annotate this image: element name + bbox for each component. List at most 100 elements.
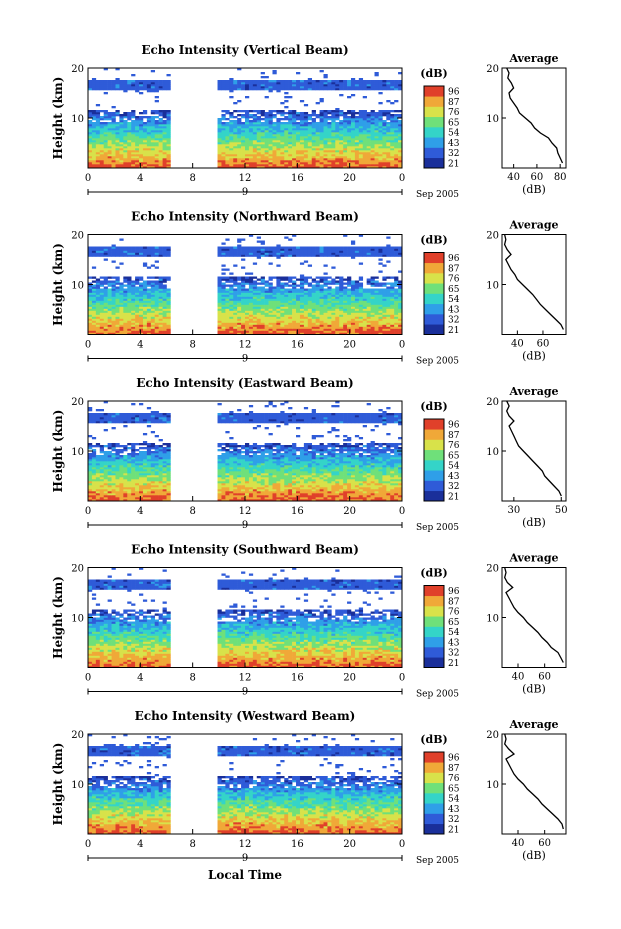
heatmap-cell [260, 72, 265, 75]
heatmap-cell [358, 248, 364, 251]
heatmap-cell [268, 254, 273, 257]
heatmap-cell [99, 499, 104, 502]
colorbar-swatch [424, 86, 444, 97]
heatmap-cell [111, 286, 116, 289]
heatmap-cell [335, 128, 340, 131]
heatmap-cell [394, 148, 399, 151]
heatmap-cell [307, 324, 313, 327]
heatmap-cell [299, 491, 305, 494]
heatmap-cell [307, 134, 313, 137]
heatmap-cell [127, 126, 132, 129]
heatmap-cell [150, 294, 156, 297]
heatmap-cell [146, 150, 152, 153]
heatmap-cell [292, 318, 297, 321]
heatmap-cell [299, 493, 305, 496]
heatmap-cell [303, 304, 309, 307]
heatmap-cell [366, 132, 371, 135]
heatmap-cell [95, 491, 101, 494]
heatmap-cell [299, 150, 305, 153]
heatmap-cell [217, 144, 222, 147]
heatmap-cell [327, 318, 332, 321]
heatmap-cell [299, 158, 305, 161]
heatmap-cell [335, 282, 340, 285]
heatmap-cell [272, 254, 277, 257]
heatmap-cell [292, 142, 297, 145]
heatmap-cell [103, 250, 108, 253]
heatmap-cell [339, 252, 344, 255]
heatmap-cell [276, 499, 281, 502]
heatmap-cell [319, 302, 324, 305]
heatmap-cell [245, 332, 250, 335]
heatmap-cell [366, 140, 371, 143]
heatmap-cell [131, 166, 136, 169]
heatmap-cell [91, 310, 97, 313]
heatmap-cell [139, 154, 144, 157]
heatmap-cell [142, 126, 148, 129]
heatmap-cell [264, 126, 269, 129]
heatmap-cell [280, 332, 285, 335]
heatmap-cell [95, 164, 101, 167]
heatmap-cell [221, 82, 226, 85]
heatmap-cell [339, 158, 344, 161]
heatmap-cell [307, 304, 313, 307]
heatmap-cell [390, 314, 395, 317]
heatmap-cell [139, 138, 144, 141]
heatmap-cell [288, 312, 293, 315]
heatmap-cell [276, 156, 281, 159]
heatmap-cell [127, 132, 132, 135]
heatmap-cell [311, 328, 316, 331]
heatmap-cell [398, 332, 403, 335]
heatmap-cell [288, 322, 293, 325]
heatmap-cell [103, 92, 108, 95]
heatmap-cell [350, 80, 356, 83]
heatmap-cell [315, 128, 320, 131]
heatmap-cell [91, 306, 97, 309]
heatmap-cell [127, 130, 132, 133]
heatmap-cell [158, 250, 163, 253]
heatmap-cell [245, 497, 250, 500]
heatmap-cell [150, 88, 156, 91]
heatmap-cell [233, 162, 238, 165]
heatmap-cell [276, 330, 281, 333]
heatmap-cell [323, 292, 328, 295]
heatmap-cell [354, 88, 360, 91]
heatmap-cell [103, 84, 108, 87]
heatmap-cell [123, 290, 128, 293]
heatmap-cell [139, 124, 144, 127]
heatmap-cell [245, 288, 250, 291]
heatmap-cell [394, 282, 399, 285]
heatmap-cell [370, 150, 375, 153]
heatmap-cell [358, 322, 364, 325]
heatmap-cell [339, 310, 344, 313]
heatmap-cell [331, 495, 336, 498]
heatmap-cell [241, 312, 246, 315]
heatmap-cell [299, 326, 305, 329]
heatmap-cell [225, 126, 230, 129]
heatmap-cell [362, 246, 367, 249]
heatmap-cell [327, 148, 332, 151]
heatmap-cell [162, 144, 167, 147]
heatmap-cell [88, 150, 93, 153]
heatmap-cell [123, 284, 128, 287]
heatmap-cell [307, 128, 313, 131]
heatmap-cell [382, 278, 387, 281]
heatmap-cell [268, 306, 273, 309]
heatmap-cell [335, 493, 340, 496]
heatmap-cell [260, 114, 265, 117]
heatmap-cell [150, 302, 156, 305]
heatmap-cell [370, 300, 375, 303]
heatmap-cell [303, 322, 309, 325]
heatmap-cell [146, 298, 152, 301]
heatmap-cell [150, 316, 156, 319]
heatmap-cell [107, 330, 112, 333]
heatmap-cell [366, 308, 371, 311]
heatmap-cell [162, 278, 167, 281]
heatmap-cell [390, 304, 395, 307]
heatmap-cell [276, 132, 281, 135]
heatmap-cell [280, 248, 285, 251]
heatmap-cell [139, 80, 144, 83]
heatmap-cell [241, 322, 246, 325]
heatmap-cell [139, 152, 144, 155]
heatmap-cell [88, 282, 93, 285]
heatmap-cell [225, 246, 230, 249]
